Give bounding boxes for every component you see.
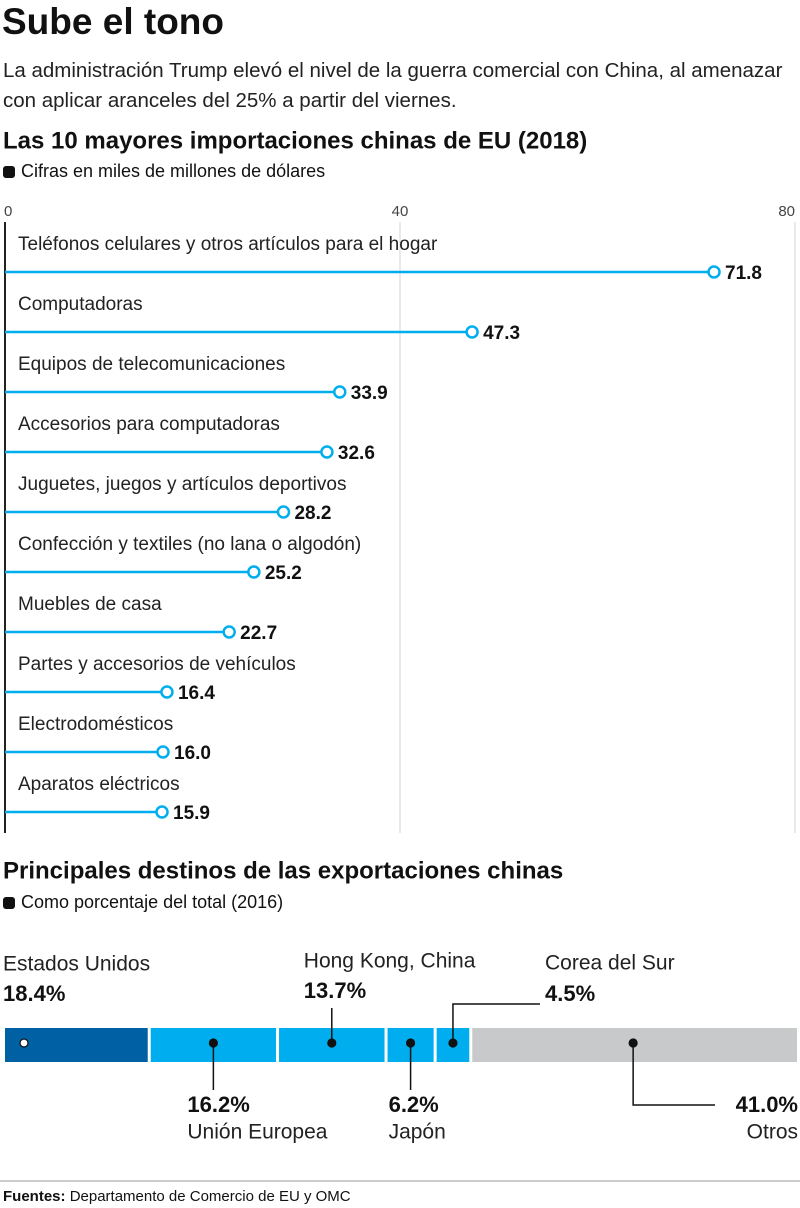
source-label: Fuentes: xyxy=(3,1188,66,1205)
leader-dot xyxy=(19,1038,29,1048)
segment-name: Otros xyxy=(747,1121,798,1144)
leader-line xyxy=(632,1043,715,1106)
segment-name: Japón xyxy=(389,1121,446,1144)
lollipop-dot xyxy=(320,445,334,459)
lollipop-dot xyxy=(156,745,170,759)
lollipop-dot xyxy=(707,265,721,279)
value-label: 25.2 xyxy=(265,563,302,584)
segment-value: 41.0% xyxy=(736,1092,798,1117)
value-label: 28.2 xyxy=(294,503,331,524)
leader-dot xyxy=(628,1038,638,1048)
chart-title: Las 10 mayores importaciones chinas de E… xyxy=(3,127,587,154)
category-label: Equipos de telecomunicaciones xyxy=(18,354,285,375)
value-label: 32.6 xyxy=(338,443,375,464)
subtitle: La administración Trump elevó el nivel d… xyxy=(3,59,783,112)
segment-value: 4.5% xyxy=(545,981,595,1006)
segment-value: 6.2% xyxy=(389,1092,439,1117)
segment-name: Estados Unidos xyxy=(3,953,150,976)
segment-value: 18.4% xyxy=(3,981,65,1006)
leader-line xyxy=(452,1003,540,1043)
chart-title: Principales destinos de las exportacione… xyxy=(3,857,563,884)
chart-subtitle: Cifras en miles de millones de dólares xyxy=(21,161,325,181)
leader-dot xyxy=(208,1038,218,1048)
lollipop-dot xyxy=(222,625,236,639)
value-label: 15.9 xyxy=(173,803,210,824)
category-label: Aparatos eléctricos xyxy=(18,774,180,795)
value-label: 33.9 xyxy=(351,383,388,404)
bullet xyxy=(3,897,15,909)
value-label: 71.8 xyxy=(725,263,762,284)
value-label: 22.7 xyxy=(240,623,277,644)
lollipop-dot xyxy=(333,385,347,399)
leader-dot xyxy=(327,1038,337,1048)
category-label: Muebles de casa xyxy=(18,594,162,615)
category-label: Electrodomésticos xyxy=(18,714,173,735)
title: Sube el tono xyxy=(2,1,224,42)
segment-name: Corea del Sur xyxy=(545,952,675,975)
value-label: 16.4 xyxy=(178,683,215,704)
lollipop-dot xyxy=(465,325,479,339)
lollipop-dot xyxy=(247,565,261,579)
leader-dot xyxy=(448,1038,458,1048)
category-label: Accesorios para computadoras xyxy=(18,414,280,435)
category-label: Teléfonos celulares y otros artículos pa… xyxy=(18,234,438,255)
category-label: Partes y accesorios de vehículos xyxy=(18,654,296,675)
chart-subtitle: Como porcentaje del total (2016) xyxy=(21,892,283,912)
segment-name: Hong Kong, China xyxy=(304,950,476,973)
segment-value: 16.2% xyxy=(187,1092,249,1117)
x-tick-label: 40 xyxy=(392,203,409,220)
lollipop-dot xyxy=(160,685,174,699)
source: Fuentes: Departamento de Comercio de EU … xyxy=(3,1188,351,1205)
category-label: Juguetes, juegos y artículos deportivos xyxy=(18,474,346,495)
lollipop-dot xyxy=(276,505,291,519)
value-label: 16.0 xyxy=(174,743,211,764)
x-tick-label: 80 xyxy=(778,203,795,220)
value-label: 47.3 xyxy=(483,323,520,344)
bullet xyxy=(3,166,15,178)
x-tick-label: 0 xyxy=(4,203,12,220)
category-label: Confección y textiles (no lana o algodón… xyxy=(18,534,361,555)
category-label: Computadoras xyxy=(18,294,143,315)
lollipop-dot xyxy=(155,805,169,819)
segment-name: Unión Europea xyxy=(187,1121,327,1144)
segment-value: 13.7% xyxy=(304,978,366,1003)
source-text: Departamento de Comercio de EU y OMC xyxy=(70,1188,351,1205)
bar-segment xyxy=(5,1028,148,1062)
leader-dot xyxy=(405,1038,416,1048)
